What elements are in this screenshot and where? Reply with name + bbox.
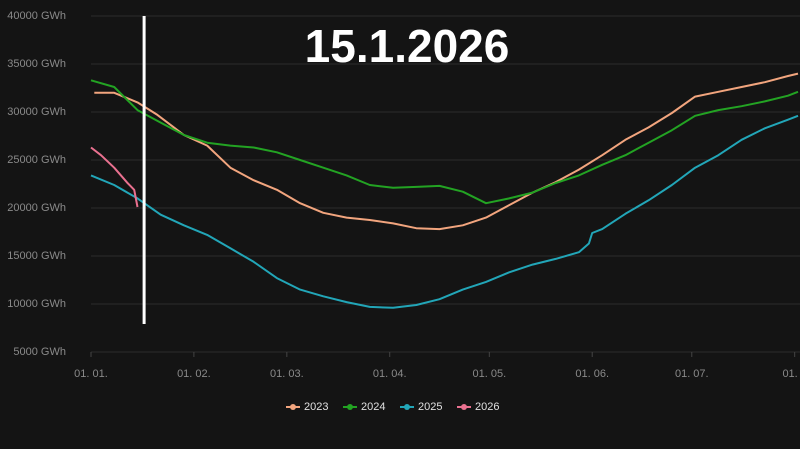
- series-line: [90, 114, 799, 309]
- x-tick-label: 01. 04.: [373, 368, 407, 380]
- legend-item[interactable]: 2025: [400, 401, 442, 413]
- legend-dot: [404, 404, 410, 410]
- y-tick-label: 5000 GWh: [13, 346, 66, 358]
- x-tick-label: 01. 0: [782, 368, 800, 380]
- y-tick-label: 10000 GWh: [7, 298, 66, 310]
- y-tick-label: 25000 GWh: [7, 154, 66, 166]
- x-tick-label: 01. 01.: [74, 368, 108, 380]
- x-tick-label: 01. 03.: [270, 368, 304, 380]
- legend-label: 2023: [304, 401, 328, 413]
- y-tick-label: 35000 GWh: [7, 58, 66, 70]
- legend-dot: [290, 404, 296, 410]
- y-tick-label: 20000 GWh: [7, 202, 66, 214]
- legend-item[interactable]: 2023: [286, 401, 328, 413]
- y-tick-label: 40000 GWh: [7, 10, 66, 22]
- legend-item[interactable]: 2026: [457, 401, 499, 413]
- chart-title: 15.1.2026: [305, 20, 510, 72]
- legend-dot: [461, 404, 467, 410]
- x-tick-label: 01. 07.: [675, 368, 709, 380]
- legend-label: 2024: [361, 401, 385, 413]
- legend-dot: [347, 404, 353, 410]
- x-tick-label: 01. 02.: [177, 368, 211, 380]
- y-tick-label: 30000 GWh: [7, 106, 66, 118]
- series-line: [90, 146, 139, 208]
- legend-label: 2026: [475, 401, 499, 413]
- y-tick-label: 15000 GWh: [7, 250, 66, 262]
- legend-item[interactable]: 2024: [343, 401, 385, 413]
- series-line: [94, 72, 799, 231]
- x-tick-label: 01. 06.: [575, 368, 609, 380]
- x-tick-label: 01. 05.: [472, 368, 506, 380]
- legend-label: 2025: [418, 401, 442, 413]
- series-line: [90, 79, 799, 205]
